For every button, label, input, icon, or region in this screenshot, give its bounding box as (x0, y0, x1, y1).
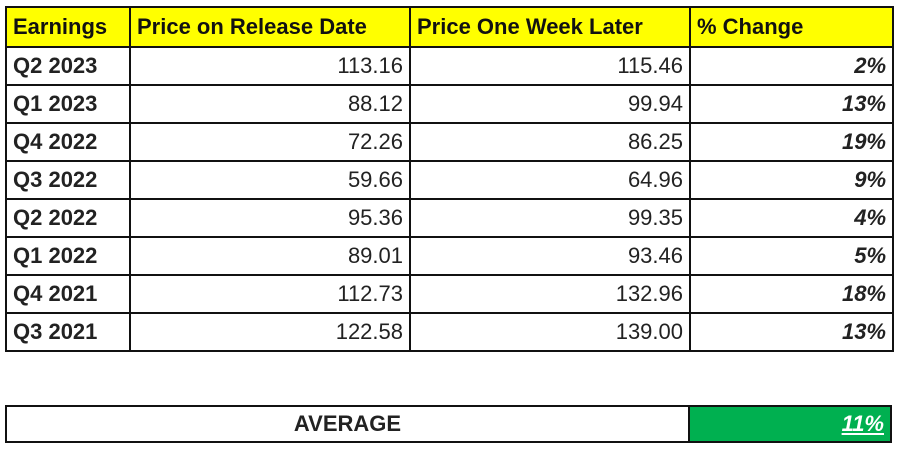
release-price-cell[interactable]: 112.73 (129, 274, 411, 314)
release-price-cell[interactable]: 122.58 (129, 312, 411, 352)
change-cell[interactable]: 13% (689, 84, 894, 124)
release-price-cell[interactable]: 113.16 (129, 46, 411, 86)
average-value[interactable]: 11% (690, 407, 890, 441)
earnings-cell[interactable]: Q2 2022 (5, 198, 131, 238)
table-row: Q1 2023 88.12 99.94 13% (5, 84, 894, 124)
earnings-cell[interactable]: Q4 2022 (5, 122, 131, 162)
earnings-cell[interactable]: Q3 2022 (5, 160, 131, 200)
release-price-cell[interactable]: 59.66 (129, 160, 411, 200)
week-later-price-cell[interactable]: 64.96 (409, 160, 691, 200)
earnings-cell[interactable]: Q1 2022 (5, 236, 131, 276)
release-price-cell[interactable]: 88.12 (129, 84, 411, 124)
header-week-later-price[interactable]: Price One Week Later (409, 6, 691, 48)
change-cell[interactable]: 9% (689, 160, 894, 200)
header-change[interactable]: % Change (689, 6, 894, 48)
earnings-cell[interactable]: Q4 2021 (5, 274, 131, 314)
header-earnings[interactable]: Earnings (5, 6, 131, 48)
table-row: Q2 2023 113.16 115.46 2% (5, 46, 894, 86)
week-later-price-cell[interactable]: 115.46 (409, 46, 691, 86)
table-row: Q3 2022 59.66 64.96 9% (5, 160, 894, 200)
week-later-price-cell[interactable]: 93.46 (409, 236, 691, 276)
change-cell[interactable]: 13% (689, 312, 894, 352)
header-release-price[interactable]: Price on Release Date (129, 6, 411, 48)
week-later-price-cell[interactable]: 99.94 (409, 84, 691, 124)
change-cell[interactable]: 18% (689, 274, 894, 314)
average-row: AVERAGE 11% (5, 405, 892, 443)
header-row: Earnings Price on Release Date Price One… (5, 6, 894, 48)
week-later-price-cell[interactable]: 132.96 (409, 274, 691, 314)
week-later-price-cell[interactable]: 99.35 (409, 198, 691, 238)
week-later-price-cell[interactable]: 139.00 (409, 312, 691, 352)
change-cell[interactable]: 2% (689, 46, 894, 86)
average-label[interactable]: AVERAGE (7, 407, 690, 441)
table-row: Q1 2022 89.01 93.46 5% (5, 236, 894, 276)
spreadsheet: Earnings Price on Release Date Price One… (5, 6, 894, 448)
earnings-cell[interactable]: Q1 2023 (5, 84, 131, 124)
table-row: Q4 2021 112.73 132.96 18% (5, 274, 894, 314)
table-row: Q2 2022 95.36 99.35 4% (5, 198, 894, 238)
table-row: Q3 2021 122.58 139.00 13% (5, 312, 894, 352)
change-cell[interactable]: 19% (689, 122, 894, 162)
release-price-cell[interactable]: 95.36 (129, 198, 411, 238)
earnings-cell[interactable]: Q3 2021 (5, 312, 131, 352)
earnings-table: Earnings Price on Release Date Price One… (5, 6, 894, 352)
release-price-cell[interactable]: 72.26 (129, 122, 411, 162)
table-row: Q4 2022 72.26 86.25 19% (5, 122, 894, 162)
change-cell[interactable]: 5% (689, 236, 894, 276)
release-price-cell[interactable]: 89.01 (129, 236, 411, 276)
earnings-cell[interactable]: Q2 2023 (5, 46, 131, 86)
week-later-price-cell[interactable]: 86.25 (409, 122, 691, 162)
change-cell[interactable]: 4% (689, 198, 894, 238)
